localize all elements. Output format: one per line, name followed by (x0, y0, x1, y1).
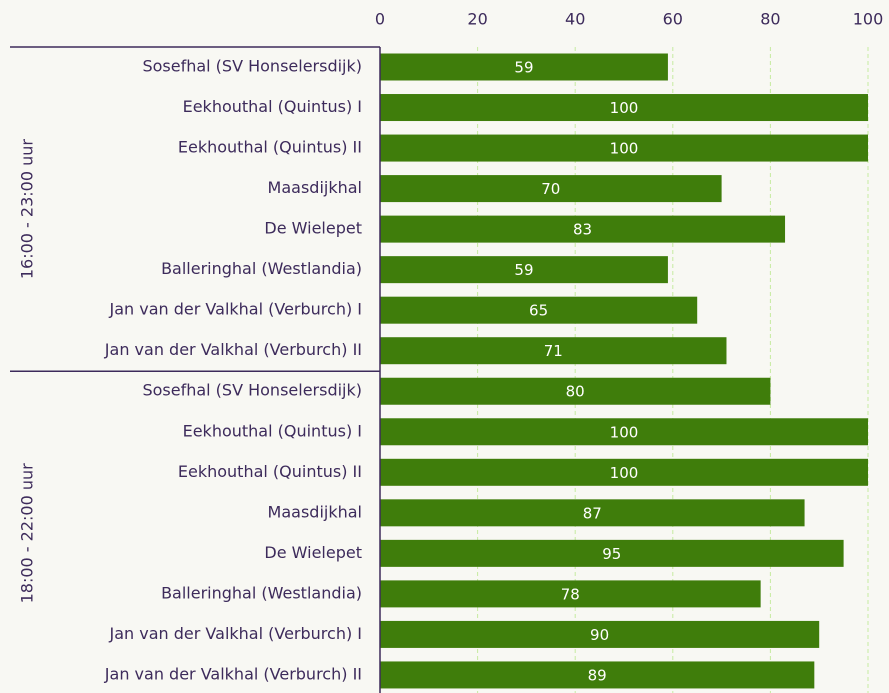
value-label: 59 (514, 261, 533, 279)
value-label: 95 (602, 545, 621, 563)
bar (380, 94, 868, 122)
category-label: Maasdijkhal (268, 178, 362, 197)
value-label: 100 (610, 140, 639, 158)
bar (380, 377, 771, 405)
value-label: 65 (529, 302, 548, 320)
bar (380, 53, 668, 81)
category-label: Eekhouthal (Quintus) I (183, 421, 362, 440)
bar (380, 256, 668, 284)
x-tick-label: 100 (853, 10, 884, 29)
category-label: Jan van der Valkhal (Verburch) I (109, 300, 362, 319)
value-label: 71 (544, 342, 563, 360)
category-label: De Wielepet (264, 543, 362, 562)
bar (380, 499, 805, 527)
bar (380, 539, 844, 567)
value-label: 78 (561, 585, 580, 603)
category-label: Jan van der Valkhal (Verburch) II (104, 340, 362, 359)
category-label: Balleringhal (Westlandia) (161, 259, 362, 278)
x-tick-label: 80 (760, 10, 780, 29)
category-label: Eekhouthal (Quintus) II (178, 462, 362, 481)
value-label: 87 (583, 504, 602, 522)
category-label: Eekhouthal (Quintus) II (178, 138, 362, 157)
bar (380, 418, 868, 446)
value-label: 100 (610, 464, 639, 482)
category-label: Jan van der Valkhal (Verburch) II (104, 664, 362, 683)
bar (380, 458, 868, 486)
bar (380, 134, 868, 162)
group-label: 18:00 - 22:00 uur (18, 463, 37, 604)
bar (380, 580, 761, 608)
category-label: Eekhouthal (Quintus) I (183, 97, 362, 116)
category-label: Sosefhal (SV Honselersdijk) (142, 57, 362, 76)
bar (380, 296, 698, 324)
bar (380, 661, 815, 689)
bar (380, 175, 722, 203)
bar (380, 215, 786, 243)
value-label: 83 (573, 221, 592, 239)
category-label: Sosefhal (SV Honselersdijk) (142, 381, 362, 400)
category-label: De Wielepet (264, 219, 362, 238)
x-tick-label: 40 (565, 10, 585, 29)
bar (380, 337, 727, 365)
x-tick-label: 20 (467, 10, 487, 29)
value-label: 59 (514, 59, 533, 77)
x-tick-label: 60 (663, 10, 683, 29)
value-label: 90 (590, 626, 609, 644)
group-label: 16:00 - 23:00 uur (18, 139, 37, 280)
bar (380, 620, 820, 648)
value-label: 100 (610, 423, 639, 441)
value-label: 70 (541, 180, 560, 198)
category-label: Jan van der Valkhal (Verburch) I (109, 624, 362, 643)
value-label: 80 (566, 383, 585, 401)
x-tick-label: 0 (375, 10, 385, 29)
value-label: 89 (588, 666, 607, 684)
value-label: 100 (610, 99, 639, 117)
category-label: Maasdijkhal (268, 502, 362, 521)
category-label: Balleringhal (Westlandia) (161, 583, 362, 602)
